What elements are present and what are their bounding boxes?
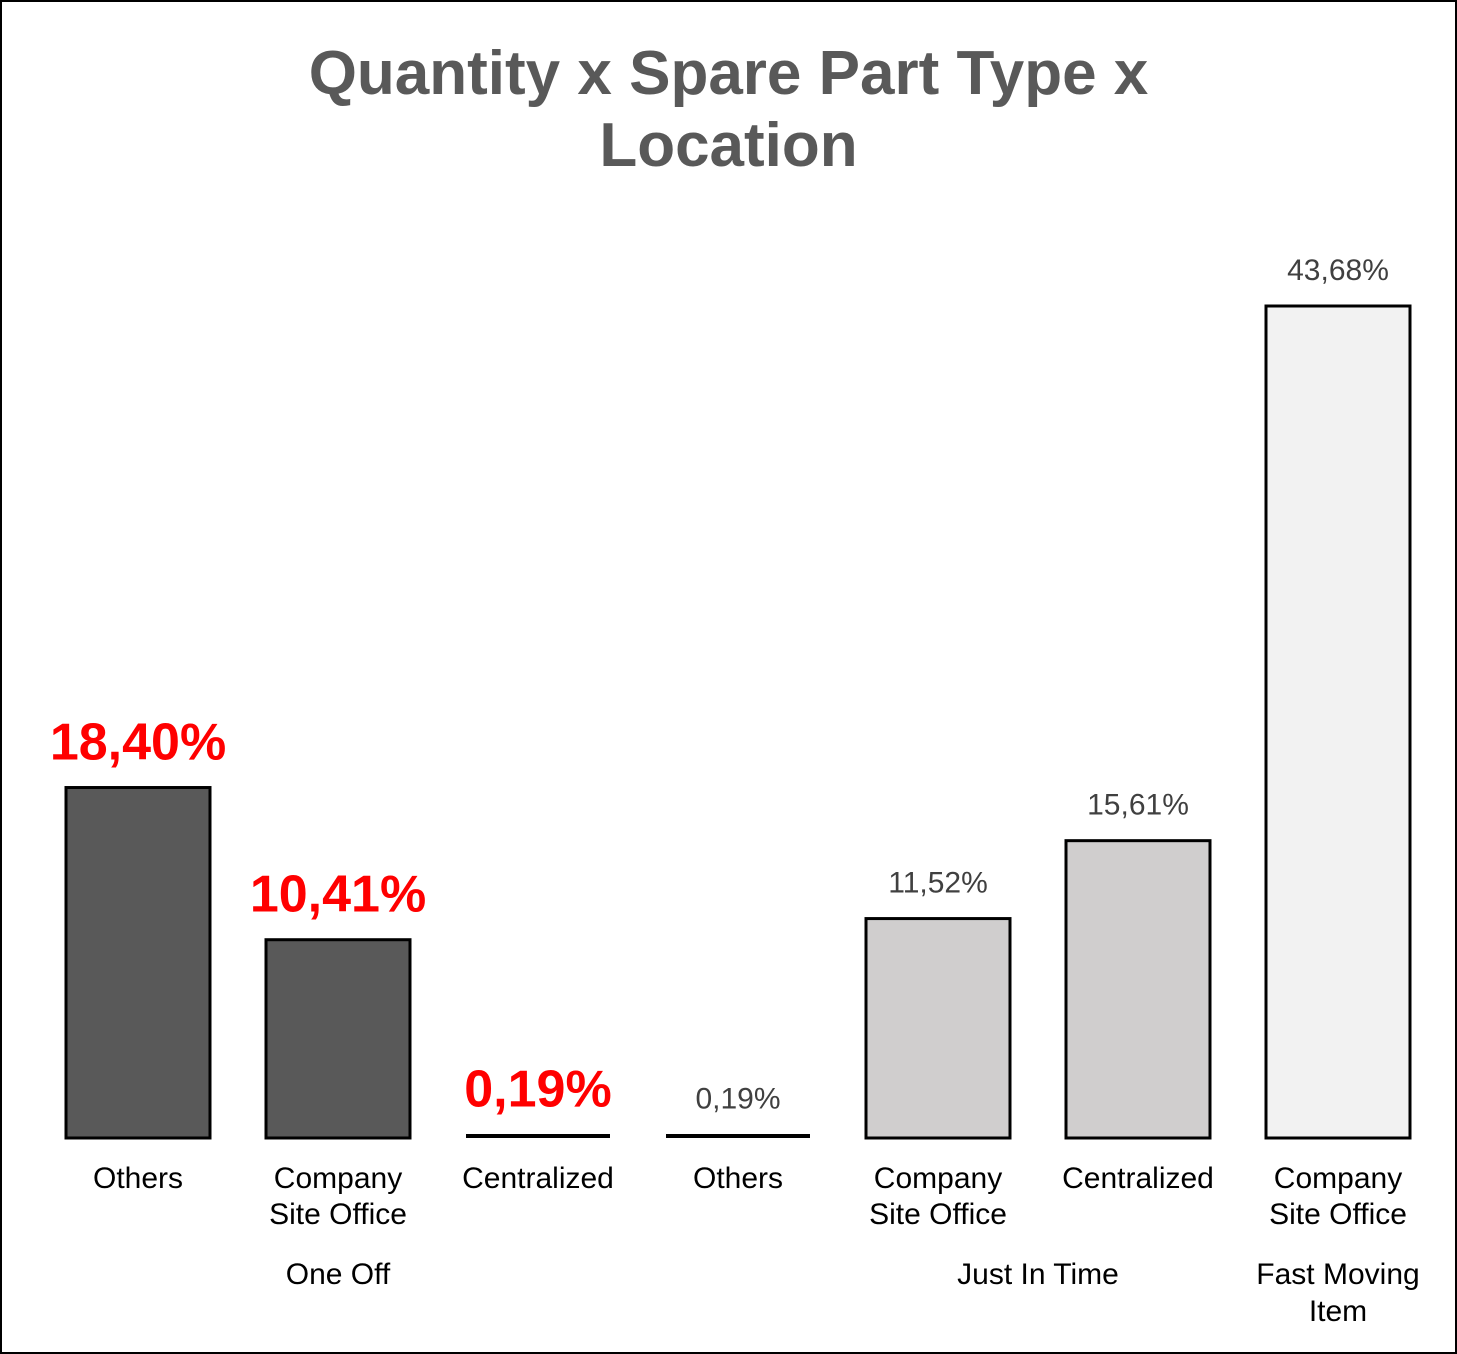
- category-label: Company Site Office: [1269, 1162, 1407, 1231]
- data-label: 10,41%: [250, 866, 426, 924]
- group-label: One Off: [286, 1258, 391, 1291]
- data-label: 43,68%: [1287, 254, 1389, 287]
- category-label: Company Site Office: [269, 1162, 407, 1231]
- data-label: 11,52%: [888, 867, 988, 900]
- chart-title-line-2: Location: [599, 111, 858, 180]
- data-label: 0,19%: [695, 1082, 780, 1115]
- bar: [264, 938, 412, 1140]
- category-label: Others: [93, 1162, 183, 1195]
- bar: [666, 1134, 810, 1138]
- group-label: Fast Moving Item: [1256, 1258, 1419, 1328]
- group-label: Just In Time: [957, 1258, 1119, 1291]
- chart-title-line-1: Quantity x Spare Part Type x: [308, 39, 1149, 108]
- bar: [1264, 304, 1412, 1140]
- data-label: 18,40%: [50, 714, 226, 772]
- category-label: Company Site Office: [869, 1162, 1007, 1231]
- bar: [466, 1134, 610, 1138]
- bar: [64, 786, 212, 1140]
- bar: [864, 917, 1012, 1140]
- bar: [1064, 839, 1212, 1140]
- chart-title: Quantity x Spare Part Type x Location: [0, 38, 1457, 182]
- category-label: Centralized: [462, 1162, 614, 1195]
- category-label: Others: [693, 1162, 783, 1195]
- category-label: Centralized: [1062, 1162, 1214, 1195]
- data-label: 15,61%: [1087, 789, 1189, 822]
- data-label: 0,19%: [464, 1060, 611, 1118]
